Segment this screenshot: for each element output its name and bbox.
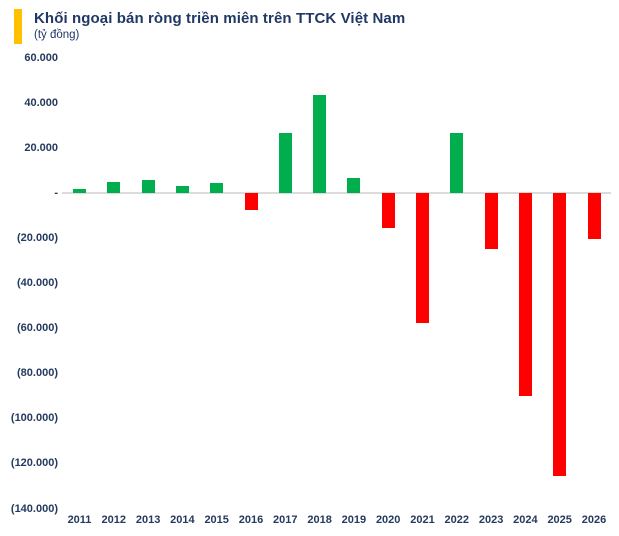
zero-axis-line <box>62 192 611 194</box>
title-block: Khối ngoại bán ròng triền miên trên TTCK… <box>34 9 405 44</box>
x-category-label: 2025 <box>547 514 572 526</box>
chart-bar-2014 <box>175 185 189 194</box>
chart-bar-2015 <box>210 183 224 194</box>
x-category-label: 2011 <box>67 514 92 526</box>
y-tick-label: 40.000 <box>24 96 58 109</box>
y-tick-label: (20.000) <box>17 231 58 244</box>
chart-bar-2025 <box>553 193 567 476</box>
y-tick-label: (40.000) <box>17 277 58 289</box>
chart-bar-2024 <box>518 193 532 397</box>
chart-bar-2018 <box>313 95 327 194</box>
chart-bar-2016 <box>244 193 258 211</box>
chart-bar-2026 <box>587 193 601 240</box>
y-tick-label: (120.000) <box>10 457 58 470</box>
x-category-label: 2016 <box>238 514 264 526</box>
y-tick-label: 60.000 <box>24 51 58 64</box>
chart-bar-2012 <box>107 182 121 194</box>
x-category-label: 2022 <box>444 514 470 526</box>
chart-bar-2013 <box>141 179 155 194</box>
chart-bar-2023 <box>484 193 498 249</box>
chart-title: Khối ngoại bán ròng triền miên trên TTCK… <box>34 10 406 27</box>
x-category-label: 2018 <box>307 514 332 526</box>
chart-bar-2022 <box>450 133 464 194</box>
y-tick-label: - <box>54 186 58 199</box>
x-category-label: 2013 <box>135 514 161 526</box>
chart-header: Khối ngoại bán ròng triền miên trên TTCK… <box>14 9 405 44</box>
x-category-label: 2014 <box>170 514 195 526</box>
x-category-label: 2012 <box>101 514 127 526</box>
x-category-label: 2024 <box>513 514 538 526</box>
x-category-label: 2019 <box>341 514 367 526</box>
y-tick-label: (80.000) <box>17 367 58 380</box>
y-tick-label: (100.000) <box>10 412 58 425</box>
x-category-label: 2017 <box>273 514 298 526</box>
x-category-label: 2026 <box>581 514 607 526</box>
y-tick-label: (60.000) <box>17 322 58 335</box>
chart-bar-2021 <box>416 193 429 324</box>
chart-bar-2020 <box>381 193 395 229</box>
title-accent-bar <box>14 9 22 44</box>
y-tick-label: (140.000) <box>10 502 58 515</box>
chart-bar-2017 <box>278 133 292 194</box>
x-category-label: 2015 <box>204 514 229 526</box>
x-category-label: 2020 <box>375 514 401 526</box>
x-category-label: 2021 <box>410 514 435 526</box>
chart-bar-2019 <box>347 178 361 194</box>
x-category-label: 2023 <box>478 514 504 526</box>
chart-subtitle: (tỷ đồng) <box>34 29 80 41</box>
y-tick-label: 20.000 <box>24 141 58 154</box>
chart-bar-2011 <box>73 188 86 194</box>
